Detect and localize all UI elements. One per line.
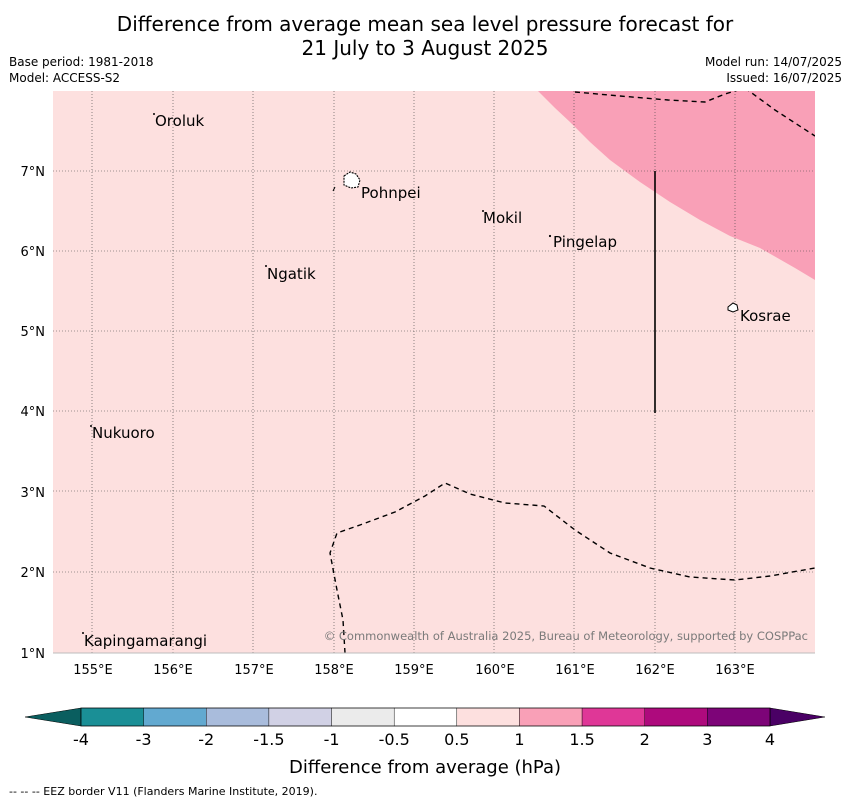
place-label-kosrae: Kosrae [740,307,791,325]
atoll-markers [82,113,552,634]
kapingamarangi-marker [82,632,84,634]
place-labels: Oroluk Pohnpei Mokil Pingelap Ngatik Kos… [84,112,791,650]
pohnpei-island-outline [343,171,361,189]
colorbar-segment [456,707,520,727]
colorbar-segment [80,707,144,727]
lat-label-3: 3°N [21,486,46,501]
colorbar-segment [143,707,207,727]
mokil-marker [482,210,484,212]
colorbar-high-extend [769,707,826,727]
colorbar-tick-label: 4 [765,730,775,749]
lon-label-157: 157°E [234,663,274,678]
lon-label-155: 155°E [73,663,113,678]
colorbar-tick-label: 3 [702,730,712,749]
longitude-labels: 155°E 156°E 157°E 158°E 159°E 160°E 161°… [73,663,755,678]
colorbar-label: Difference from average (hPa) [289,757,561,778]
colorbar-tick-label: -2 [198,730,214,749]
place-label-kapingamarangi: Kapingamarangi [84,632,207,650]
colorbar-segment [644,707,708,727]
colorbar-tick-label: 2 [640,730,650,749]
title-line-2: 21 July to 3 August 2025 [301,36,549,60]
place-label-mokil: Mokil [483,209,522,227]
lon-label-160: 160°E [475,663,515,678]
eez-border-south [329,482,815,653]
oroluk-marker [153,113,155,115]
lat-label-7: 7°N [21,165,46,180]
colorbar-tick-label: 1 [514,730,524,749]
colorbar-frame [80,707,771,727]
colorbar-segment [268,707,332,727]
model-name: Model: ACCESS-S2 [9,71,121,85]
colorbar-segment [331,707,395,727]
colorbar-segment [393,707,458,727]
eez-borders [329,91,815,653]
title-line-1: Difference from average mean sea level p… [116,12,734,36]
kosrae-island-outline [727,302,739,313]
lat-label-6: 6°N [21,245,46,260]
eez-border-northeast [747,91,815,137]
colorbar-tick-label: -1 [324,730,340,749]
issued-date: Issued: 16/07/2025 [726,71,842,85]
lon-label-158: 158°E [314,663,354,678]
copyright-notice: © Commonwealth of Australia 2025, Bureau… [324,629,808,643]
place-label-oroluk: Oroluk [155,112,204,130]
colorbar-segment [707,707,771,727]
lat-label-5: 5°N [21,325,46,340]
colorbar-tick-label: -1.5 [253,730,284,749]
colorbar-low-extend [24,707,82,727]
colorbar-tick-label: -4 [73,730,89,749]
lon-label-161: 161°E [555,663,595,678]
colorbar: -4 -3 -2 -1.5 -1 -0.5 0.5 1 1.5 2 3 4 Difference fr… [24,707,826,778]
meta-right: Model run: 14/07/2025 Issued: 16/07/2025 [705,54,842,86]
place-label-ngatik: Ngatik [267,265,316,283]
lat-label-2: 2°N [21,566,46,581]
ngatik-marker [265,265,267,267]
lat-label-4: 4°N [21,405,46,420]
place-label-nukuoro: Nukuoro [92,424,155,442]
ant-atoll-mark [332,186,336,192]
lon-label-163: 163°E [715,663,755,678]
lat-label-1: 1°N [21,647,46,662]
meta-left: Base period: 1981-2018 Model: ACCESS-S2 [9,54,154,86]
colorbar-tick-label: 1.5 [569,730,594,749]
anomaly-region-high [538,91,815,280]
eez-border-north [574,91,738,103]
place-label-pohnpei: Pohnpei [361,184,421,202]
base-period: Base period: 1981-2018 [9,55,154,69]
eez-footnote: -- -- -- EEZ border V11 (Flanders Marine… [9,785,318,798]
latitude-labels: 7°N 6°N 5°N 4°N 3°N 2°N 1°N [21,165,46,662]
place-label-pingelap: Pingelap [553,233,617,251]
lon-label-156: 156°E [153,663,193,678]
colorbar-tick-label: 0.5 [444,730,469,749]
colorbar-tick-label: -3 [136,730,152,749]
map-title: Difference from average mean sea level p… [0,12,850,60]
colorbar-segment [581,707,645,727]
nukuoro-marker [90,425,92,427]
colorbar-segment [519,707,583,727]
pingelap-marker [548,234,552,238]
colorbar-segment [206,707,270,727]
colorbar-tick-label: -0.5 [379,730,410,749]
lon-label-159: 159°E [394,663,434,678]
model-run: Model run: 14/07/2025 [704,55,842,69]
lon-label-162: 162°E [635,663,675,678]
